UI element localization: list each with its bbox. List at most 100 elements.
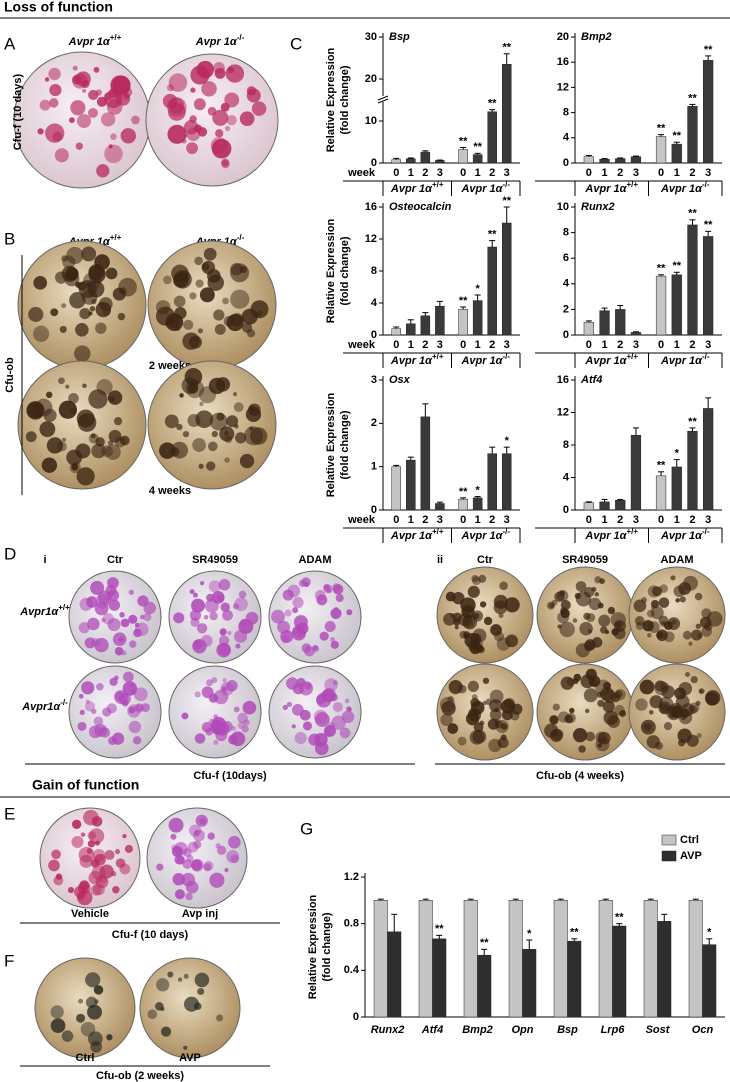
colony [324, 621, 336, 633]
colony [698, 688, 705, 694]
legend-label: AVP [680, 850, 702, 862]
significance: ** [435, 923, 444, 935]
colony [175, 326, 181, 331]
colony [332, 680, 338, 686]
colony [677, 728, 692, 743]
y-tick-label: 0 [353, 1011, 359, 1023]
label-sup: +/+ [432, 527, 444, 536]
col-label: Avp inj [182, 908, 218, 920]
colony [95, 301, 112, 318]
label-main: Avpr 1α [460, 355, 503, 367]
colony [208, 580, 221, 593]
colony [441, 701, 456, 716]
colony [124, 844, 133, 853]
colony [139, 614, 145, 620]
bar [599, 310, 610, 336]
colony [96, 683, 104, 691]
y-tick-label: 0.8 [344, 918, 359, 930]
y-tick-label: 8 [563, 107, 569, 119]
colony [233, 706, 240, 713]
x-tick-label: 3 [504, 167, 510, 179]
colony [99, 864, 114, 879]
colony [607, 715, 620, 728]
colony [197, 987, 205, 996]
colony [585, 731, 595, 742]
bar [630, 332, 642, 336]
y-tick-label: 0.4 [344, 964, 360, 976]
colony [69, 407, 77, 415]
y-tick-label: 12 [557, 406, 569, 418]
colony [88, 433, 99, 444]
colony [234, 424, 239, 429]
colony [87, 1004, 103, 1020]
colony [216, 845, 227, 855]
colony [71, 835, 84, 849]
colony [213, 309, 225, 321]
colony [271, 609, 285, 624]
colony [72, 65, 78, 71]
label-sup: +/+ [110, 33, 122, 42]
bar [391, 466, 402, 511]
colony [75, 323, 89, 337]
colony [211, 430, 218, 438]
x-tick-label: 2 [617, 339, 623, 351]
colony [114, 690, 129, 705]
colony [81, 80, 90, 89]
colony [467, 585, 480, 598]
colony [211, 677, 218, 683]
label-sup: +/+ [626, 527, 638, 536]
colony [215, 727, 223, 735]
colony [199, 287, 215, 303]
y-tick-label: 2 [371, 417, 377, 429]
colony [94, 637, 109, 653]
colony [76, 113, 92, 129]
legend-label: Ctrl [680, 834, 699, 846]
label: Avpr 1α-/- [195, 33, 245, 48]
colony [472, 628, 487, 643]
colony [234, 597, 248, 612]
colony [302, 721, 313, 731]
colony [198, 463, 204, 469]
bar [487, 453, 497, 511]
colony [215, 129, 224, 138]
y-tick-label: 8 [371, 265, 377, 277]
col-label: Ctr [477, 554, 494, 566]
colony [62, 437, 67, 442]
colony [224, 457, 230, 463]
x-tick-label: 1 [408, 514, 414, 526]
colony [312, 645, 319, 651]
bar [472, 154, 483, 164]
colony [286, 701, 293, 708]
bar [387, 931, 402, 1018]
label-main: Avpr 1α [460, 183, 503, 195]
colony [222, 297, 229, 305]
x-tick-label: 0 [393, 514, 399, 526]
colony [498, 613, 504, 619]
col-label: Vehicle [71, 908, 109, 920]
colony [104, 144, 123, 164]
bar [702, 944, 717, 1018]
y-axis-label: (fold change) [339, 65, 351, 134]
colony [53, 875, 64, 886]
colony [329, 693, 338, 702]
colony [119, 612, 125, 618]
colony [95, 89, 102, 96]
legend-swatch [661, 834, 677, 846]
colony [102, 613, 114, 625]
label-sup: -/- [702, 527, 710, 536]
panel-label: G [300, 819, 313, 838]
colony [483, 616, 493, 626]
x-tick-label: 1 [475, 514, 481, 526]
colony [327, 721, 336, 730]
colony [678, 681, 693, 696]
colony [478, 574, 487, 583]
label-sup: -/- [702, 180, 710, 189]
x-tick-label: 2 [689, 339, 695, 351]
y-tick-label: 4 [563, 471, 570, 483]
colony [128, 706, 136, 714]
significance: ** [488, 229, 497, 241]
label-sup: +/+ [58, 603, 70, 612]
label: Avpr 1α+/+ [68, 33, 122, 48]
panel-label: C [290, 34, 302, 53]
x-tick-label: 2 [489, 339, 495, 351]
